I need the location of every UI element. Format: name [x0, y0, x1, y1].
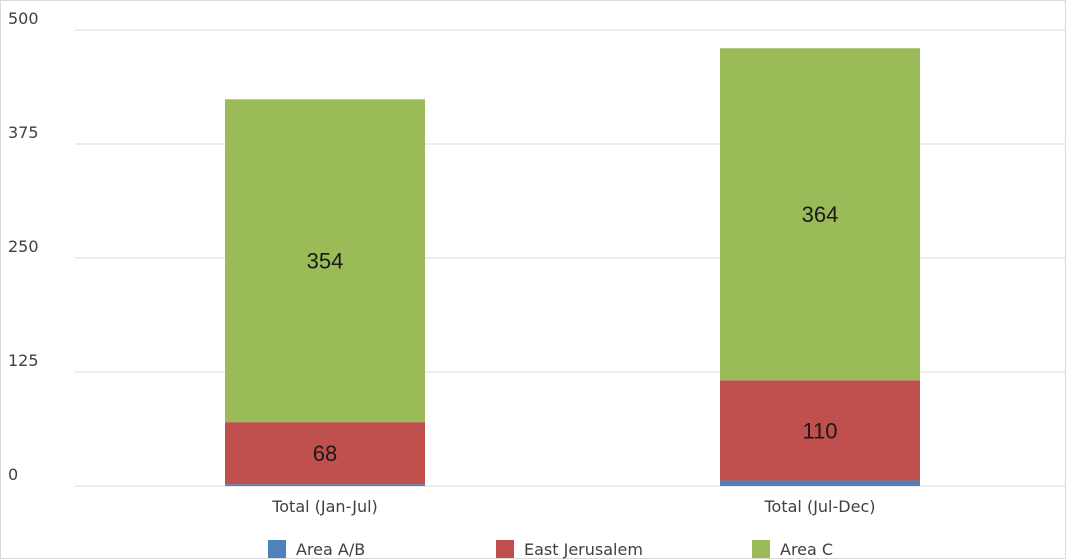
bar-segment [225, 422, 425, 485]
legend-label: East Jerusalem [524, 540, 643, 559]
legend: Area A/B East Jerusalem Area C [268, 540, 833, 559]
y-tick-label: 500 [8, 9, 39, 28]
x-axis-categories: Total (Jan-Jul) Total (Jul-Dec) [271, 497, 875, 516]
bars [225, 48, 920, 486]
bar-segment [720, 480, 920, 486]
bar-segment [225, 99, 425, 423]
bar-segment [720, 380, 920, 481]
legend-swatch [752, 540, 770, 558]
y-axis-ticks: 0 125 250 375 500 [8, 9, 39, 484]
y-tick-label: 375 [8, 123, 39, 142]
data-label: 110 [802, 418, 837, 443]
x-category-label: Total (Jan-Jul) [271, 497, 378, 516]
data-label: 354 [307, 249, 344, 274]
legend-label: Area C [780, 540, 833, 559]
y-tick-label: 0 [8, 465, 18, 484]
legend-swatch [268, 540, 286, 558]
x-category-label: Total (Jul-Dec) [764, 497, 876, 516]
y-tick-label: 250 [8, 237, 39, 256]
data-label: 364 [802, 202, 839, 227]
data-labels: 68 354 110 364 [307, 202, 839, 466]
bar-segment [225, 484, 425, 486]
y-tick-label: 125 [8, 351, 39, 370]
legend-label: Area A/B [296, 540, 365, 559]
data-label: 68 [313, 441, 337, 466]
bar-segment [720, 48, 920, 381]
legend-swatch [496, 540, 514, 558]
